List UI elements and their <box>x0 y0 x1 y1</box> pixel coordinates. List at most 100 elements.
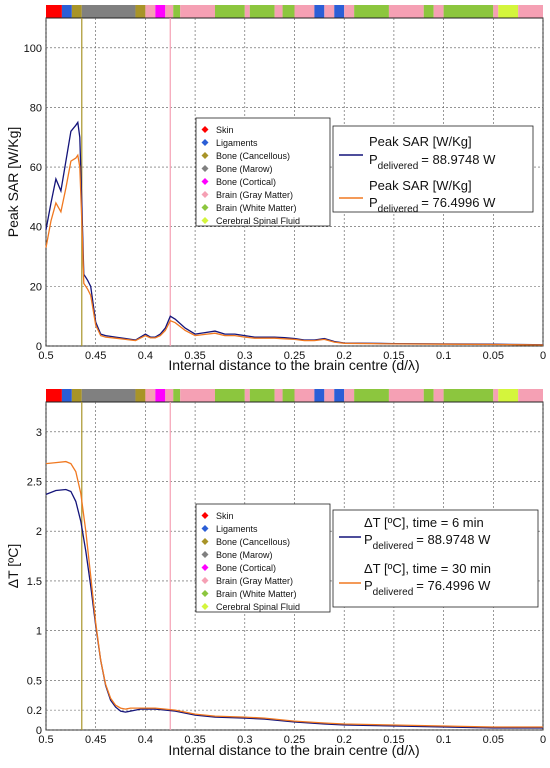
y-tick-label: 1.5 <box>27 576 42 588</box>
tissue-segment-brain_white <box>282 389 295 402</box>
tissue-segment-ligaments <box>314 5 325 18</box>
series-line-blue <box>45 488 543 729</box>
series-legend: Peak SAR [W/Kg] Pdelivered = 88.9748 W Pe… <box>332 125 534 215</box>
x-tick-label: 0.25 <box>284 350 305 362</box>
tissue-segment-ligaments <box>61 5 72 18</box>
p-symbol: P <box>369 152 378 167</box>
y-tick-label: 1 <box>36 626 42 638</box>
tissue-segment-brain_gray <box>518 5 543 18</box>
tissue-legend-label: Ligaments <box>216 524 258 534</box>
x-axis-label: Internal distance to the brain centre (d… <box>168 357 419 373</box>
series-legend-p: Pdelivered = 76.4996 W <box>369 195 496 215</box>
tissue-legend-label: Bone (Cancellous) <box>216 537 290 547</box>
x-tick-label: 0 <box>540 734 546 746</box>
tissue-legend-label: Ligaments <box>216 138 258 148</box>
tissue-segment-brain_gray <box>145 5 156 18</box>
tissue-marker-brain_gray <box>201 191 209 198</box>
tissue-marker-ligaments <box>201 525 209 532</box>
p-value: = 88.9748 W <box>421 152 496 167</box>
y-tick-label: 40 <box>30 222 42 234</box>
x-tick-label: 0.2 <box>337 734 352 746</box>
tissue-segment-brain_gray <box>433 389 444 402</box>
tissue-segment-csf <box>498 389 519 402</box>
tissue-marker-skin <box>201 126 209 133</box>
tissue-segment-brain_white <box>214 5 245 18</box>
tissue-segment-bone_cancellous <box>71 389 82 402</box>
series-legend-box <box>332 509 539 608</box>
y-tick-label: 80 <box>30 102 42 114</box>
tissue-legend-label: Skin <box>216 511 234 521</box>
tissue-segment-brain_gray <box>344 5 355 18</box>
tissue-segment-brain_gray <box>493 5 499 18</box>
tissue-legend-label: Bone (Cortical) <box>216 563 276 573</box>
x-tick-label: 0.4 <box>138 734 153 746</box>
tissue-legend-box <box>195 503 331 613</box>
tissue-marker-bone_cortical <box>201 178 209 185</box>
tissue-marker-bone_cortical <box>201 564 209 571</box>
series-legend: ΔT [ºC], time = 6 min Pdelivered = 88.974… <box>332 509 539 608</box>
tissue-segment-brain_gray <box>180 5 215 18</box>
tissue-legend-label: Bone (Marow) <box>216 164 273 174</box>
tissue-segment-brain_gray <box>165 5 174 18</box>
tissue-marker-csf <box>201 217 209 224</box>
y-axis-label: Peak SAR [W/Kg] <box>5 127 21 237</box>
x-tick-label: 0.45 <box>85 350 106 362</box>
tissue-segment-brain_gray <box>145 389 156 402</box>
x-tick-label: 0.4 <box>138 350 153 362</box>
x-tick-label: 0.05 <box>483 734 504 746</box>
y-tick-label: 0 <box>36 725 42 737</box>
tissue-segment-brain_gray <box>388 5 424 18</box>
tissue-legend: Skin Ligaments Bone (Cancellous) Bone (Maro… <box>195 117 331 227</box>
tissue-segment-ligaments <box>334 389 345 402</box>
tissue-marker-brain_gray <box>201 577 209 584</box>
tissue-legend-label: Cerebral Spinal Fluid <box>216 216 300 226</box>
tissue-boundary-lines <box>81 402 171 730</box>
tissue-legend-label: Brain (Gray Matter) <box>216 190 293 200</box>
series-line-orange <box>45 460 543 728</box>
y-tick-label: 0 <box>36 341 42 353</box>
tissue-segment-brain_gray <box>324 389 335 402</box>
tissue-segment-brain_gray <box>518 389 543 402</box>
tissue-marker-csf <box>201 603 209 610</box>
tissue-segment-brain_gray <box>244 5 250 18</box>
tissue-marker-brain_white <box>201 204 209 211</box>
tissue-bar <box>46 5 543 18</box>
y-tick-label: 0.2 <box>27 705 42 717</box>
x-tick-labels: 0.5 0.45 0.4 0.35 0.3 0.25 0.2 0.15 0.1 0.05 0 <box>38 350 546 362</box>
tissue-segment-brain_white <box>354 389 389 402</box>
p-subscript: delivered <box>373 587 414 598</box>
tissue-segment-bone_cancellous <box>71 5 82 18</box>
tissue-segment-csf <box>498 5 519 18</box>
tissue-segment-brain_gray <box>274 5 283 18</box>
series-lines <box>45 460 543 729</box>
tissue-segment-bone_cortical <box>155 5 166 18</box>
x-tick-label: 0.05 <box>483 350 504 362</box>
tissue-legend: Skin Ligaments Bone (Cancellous) Bone (Maro… <box>195 503 331 613</box>
tissue-legend-label: Brain (White Matter) <box>216 203 297 213</box>
tissue-legend-box <box>195 117 331 227</box>
x-tick-labels: 0.5 0.45 0.4 0.35 0.3 0.25 0.2 0.15 0.1 0.05 0 <box>38 734 546 746</box>
tissue-marker-bone_marow <box>201 551 209 558</box>
series-legend-p: Pdelivered = 76.4996 W <box>364 578 491 598</box>
series-legend-title: Peak SAR [W/Kg] <box>369 134 472 149</box>
tissue-segment-brain_gray <box>180 389 215 402</box>
sar-chart: 0.5 0.45 0.4 0.35 0.3 0.25 0.2 0.15 0.1 0.05 0 0 20… <box>5 5 546 373</box>
x-tick-label: 0.35 <box>184 350 205 362</box>
y-tick-labels: 0 20 40 60 80 100 <box>24 43 42 353</box>
series-lines <box>45 120 544 346</box>
p-value: = 88.9748 W <box>416 532 491 547</box>
tissue-segment-brain_gray <box>294 5 315 18</box>
tissue-segment-ligaments <box>314 389 325 402</box>
p-subscript: delivered <box>373 541 414 552</box>
p-symbol: P <box>364 532 373 547</box>
y-tick-label: 100 <box>24 43 42 55</box>
tissue-segment-brain_gray <box>165 389 174 402</box>
tissue-legend-label: Brain (White Matter) <box>216 589 297 599</box>
tissue-segment-brain_white <box>423 389 434 402</box>
tissue-segment-brain_white <box>443 389 494 402</box>
tissue-segment-brain_white <box>249 5 275 18</box>
x-tick-label: 0.1 <box>436 350 451 362</box>
tissue-segment-bone_cortical <box>155 389 166 402</box>
tissue-segment-brain_white <box>282 5 295 18</box>
